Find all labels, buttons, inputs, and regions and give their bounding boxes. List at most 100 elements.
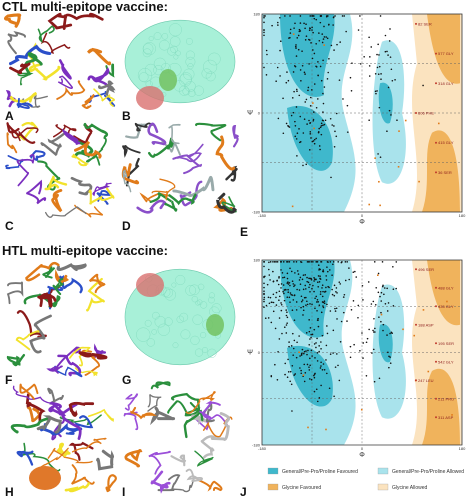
residue-dot [344, 261, 347, 263]
surface-texture [146, 338, 155, 347]
residue-dot [321, 284, 324, 287]
residue-dot [299, 15, 302, 17]
residue-dot [384, 50, 387, 53]
residue-dot [276, 261, 279, 263]
residue-dot [298, 279, 301, 281]
residue-dot [284, 288, 287, 291]
residue-dot [323, 368, 326, 371]
surface-texture [153, 65, 164, 76]
residue-dot [296, 288, 298, 291]
residue-dot [311, 89, 313, 91]
protein-ribbon [92, 182, 112, 197]
residue-dot [287, 358, 289, 361]
residue-dot [354, 270, 356, 273]
residue-dot [373, 317, 375, 320]
surface-texture [170, 45, 178, 54]
residue-dot [299, 261, 302, 263]
residue-dot [310, 42, 312, 44]
residue-dot [292, 354, 295, 356]
residue-dot [315, 66, 318, 68]
residue-dot [313, 52, 316, 55]
protein-ribbon [37, 160, 61, 191]
residue-dot [331, 274, 333, 277]
residue-dot [374, 73, 377, 75]
residue-dot [359, 15, 361, 17]
residue-dot [396, 119, 398, 122]
residue-dot [268, 274, 271, 276]
residue-dot [312, 31, 314, 34]
residue-dot [286, 272, 289, 275]
residue-dot [322, 38, 325, 40]
residue-dot [332, 352, 334, 354]
protein-ribbon [64, 482, 91, 493]
protein-ribbon [44, 206, 87, 218]
surface-texture [200, 332, 207, 339]
residue-dot [389, 356, 391, 358]
residue-dot [355, 276, 358, 278]
protein-ribbon [88, 408, 114, 423]
residue-dot [295, 47, 297, 49]
protein-ribbon [53, 365, 83, 378]
surface-texture [175, 50, 181, 56]
protein-ribbon [151, 178, 176, 202]
residue-dot [285, 332, 288, 334]
residue-dot [310, 137, 312, 139]
residue-dot [280, 302, 282, 304]
residue-label: 82 SER [418, 21, 432, 26]
residue-dot [300, 306, 302, 309]
residue-dot [289, 267, 291, 270]
residue-dot [387, 302, 390, 304]
panel-label: H [5, 485, 14, 499]
residue-dot [323, 36, 326, 38]
residue-dot [313, 290, 315, 293]
residue-dot [336, 43, 338, 46]
residue-dot [372, 300, 375, 303]
residue-dot [288, 296, 291, 299]
residue-dot [289, 36, 291, 39]
residue-dot [311, 355, 313, 357]
residue-dot [302, 288, 305, 291]
residue-label: 195 SER [438, 341, 454, 346]
residue-dot [370, 303, 373, 305]
residue-dot [325, 15, 328, 18]
residue-dot [289, 301, 291, 303]
protein-ribbon [56, 442, 71, 458]
residue-dot [268, 302, 271, 305]
residue-dot [291, 280, 294, 283]
protein-ribbon [88, 187, 115, 205]
residue-dot [301, 348, 304, 351]
residue-dot [285, 309, 287, 311]
protein-ribbon [25, 179, 47, 205]
residue-dot [377, 73, 380, 76]
residue-dot [321, 368, 324, 371]
residue-dot [308, 343, 311, 346]
residue-label: 577 GLY [438, 51, 454, 56]
residue-dot [330, 176, 332, 179]
surface-texture [208, 296, 215, 304]
residue-dot [275, 304, 278, 306]
legend-label: General/Pre-Pro/Proline Allowed [392, 469, 464, 475]
residue-dot [352, 271, 355, 273]
residue-dot [319, 148, 321, 151]
residue-dot [325, 279, 328, 281]
residue-dot [392, 288, 395, 291]
residue-dot [300, 354, 303, 356]
protein-ribbon [170, 454, 187, 467]
surface-texture [161, 33, 169, 40]
residue-dot [329, 117, 332, 120]
residue-dot [311, 333, 314, 336]
protein-ribbon [36, 415, 62, 434]
residue-dot [308, 330, 311, 333]
protein-ribbon [65, 415, 94, 435]
residue-dot [293, 261, 295, 263]
residue-dot [286, 71, 288, 73]
residue-dot [398, 130, 400, 132]
protein-ribbon [74, 140, 102, 159]
residue-dot [359, 349, 361, 352]
residue-dot [306, 300, 308, 303]
residue-dot [327, 285, 329, 288]
residue-dot [284, 362, 287, 365]
residue-dot [377, 153, 379, 155]
surface-texture [178, 73, 192, 87]
residue-dot [404, 119, 407, 122]
